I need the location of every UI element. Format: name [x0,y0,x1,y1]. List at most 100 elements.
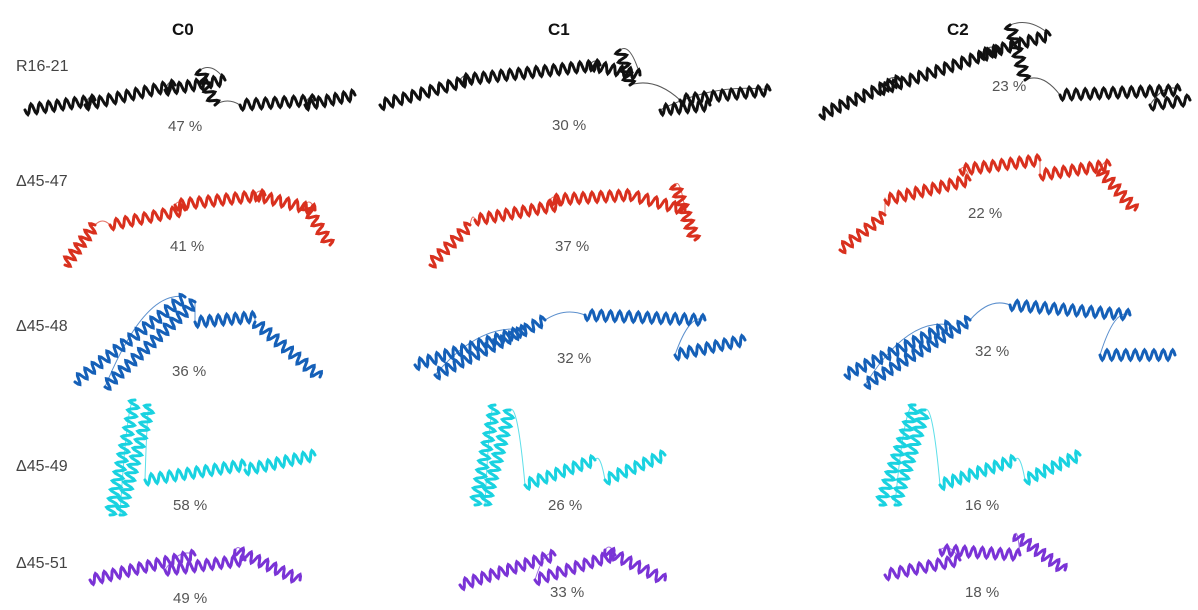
loop-segment [619,48,641,76]
helix-segment [1058,82,1182,103]
helix-segment [958,152,1042,178]
structure-d45-51-c0 [88,546,303,587]
loop-segment [674,318,706,356]
percent-r16-21-c1: 30 % [552,117,587,134]
structure-d45-48-c1 [413,307,747,381]
percent-d45-48-c2: 32 % [975,343,1010,360]
loop-segment [144,403,151,481]
percent-d45-49-c0: 58 % [173,497,208,514]
loop-segment [104,295,186,388]
helix-segment [163,552,247,578]
helix-segment [413,323,527,372]
helix-segment [458,57,602,88]
helix-segment [523,453,597,492]
structure-d45-48-c2 [843,298,1177,391]
helix-segment [23,92,97,118]
structure-d45-49-c1 [469,403,667,507]
helix-segment [1095,168,1140,212]
row-label-r16-21: R16-21 [16,58,69,75]
helix-segment [838,210,887,255]
helix-segment [83,78,177,112]
loop-segment [94,220,111,226]
helix-segment [1038,157,1112,183]
structure-r16-21-c2 [818,22,1192,121]
helix-segment [163,72,227,98]
helix-segment [1023,449,1082,486]
structure-d45-47-c1 [428,183,702,269]
percent-d45-47-c2: 22 % [968,205,1003,222]
helix-segment [469,403,501,507]
structure-d45-48-c0 [73,292,323,391]
helix-segment [243,448,317,477]
row-label-d45-49: Δ45-49 [16,458,68,475]
helix-segment [863,314,972,391]
percent-d45-51-c0: 49 % [173,590,208,607]
percent-d45-47-c1: 37 % [555,238,590,255]
loop-segment [1099,313,1131,356]
helix-segment [479,408,516,507]
helix-segment [1098,347,1177,363]
helix-segment [938,453,1017,492]
helix-segment [668,183,702,242]
percent-r16-21-c2: 23 % [992,78,1027,95]
structure-r16-21-c1 [378,48,772,118]
loop-segment [164,552,196,571]
helix-segment [104,398,141,517]
helix-segment [533,548,617,587]
helix-segment [878,43,1002,97]
structure-r16-21-c0 [23,67,357,118]
helix-segment [678,82,772,108]
loop-segment [894,404,916,506]
helix-segment [473,198,562,227]
percent-d45-49-c2: 16 % [965,497,1000,514]
structure-d45-51-c1 [458,546,668,592]
helix-segment [299,203,336,247]
helix-segment [673,333,747,362]
loop-segment [534,553,556,581]
helix-segment [252,320,323,379]
helix-segment [378,73,472,112]
helix-segment [108,203,187,232]
helix-segment [114,403,156,517]
percent-d45-51-c2: 18 % [965,584,1000,601]
helix-segment [818,74,902,121]
structure-d45-51-c2 [883,532,1068,582]
loop-segment [214,100,241,106]
loop-segment [629,82,681,101]
structure-d45-49-c0 [104,398,317,517]
helix-segment [583,307,707,328]
structure-d45-47-c2 [838,152,1140,255]
loop-segment [924,408,941,486]
helix-segment [1003,23,1032,82]
helix-segment [433,314,547,381]
structure-d45-49-c2 [875,403,1082,507]
helix-segment [193,309,257,330]
loop-segment [544,311,586,321]
row-label-d45-51: Δ45-51 [16,555,68,572]
helix-segment [88,548,197,587]
helix-segment [238,92,317,113]
helix-segment [62,222,98,268]
helix-segment [428,221,472,269]
loop-segment [594,457,606,481]
row-label-d45-47: Δ45-47 [16,173,68,190]
loop-segment [969,302,1011,321]
loop-segment [659,87,771,111]
helix-segment [103,298,197,391]
percent-d45-49-c1: 26 % [548,497,583,514]
helix-segment [173,187,267,213]
helix-segment [938,542,1022,563]
loop-segment [199,67,226,81]
helix-segment [875,403,920,507]
row-label-d45-48: Δ45-48 [16,318,68,335]
helix-segment [232,546,303,584]
helix-segment [194,68,221,107]
loop-segment [1024,77,1061,96]
loop-segment [1009,22,1051,36]
helix-segment [603,449,667,486]
loop-segment [939,547,961,561]
loop-segment [1149,87,1181,106]
helix-segment [658,97,712,118]
percent-d45-51-c1: 33 % [550,584,585,601]
loop-segment [864,323,951,386]
